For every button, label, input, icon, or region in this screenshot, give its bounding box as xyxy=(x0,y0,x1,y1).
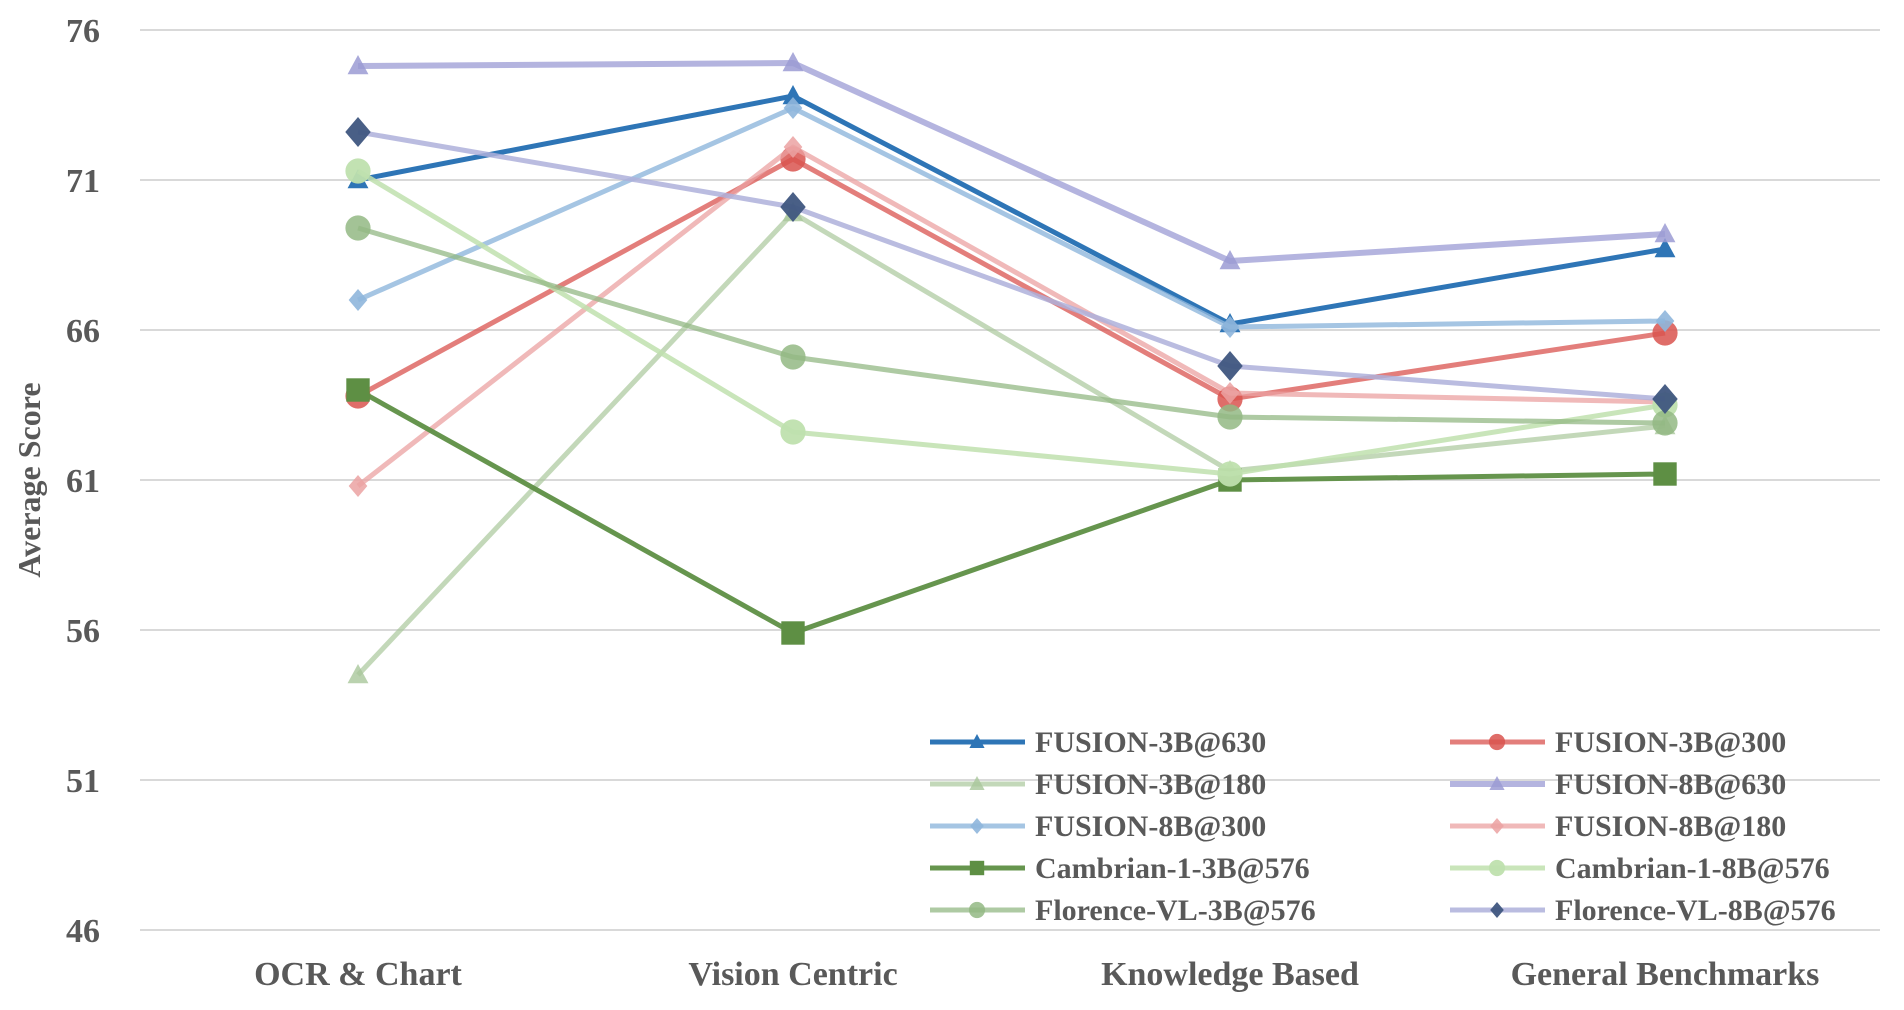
legend-item: FUSION-3B@180 xyxy=(930,768,1266,801)
series-line xyxy=(356,210,1666,677)
data-point xyxy=(345,117,371,147)
legend-item: FUSION-8B@630 xyxy=(1450,768,1786,801)
legend-label: Cambrian-1-3B@576 xyxy=(1035,852,1310,885)
data-point xyxy=(347,664,369,684)
x-category-label: Vision Centric xyxy=(688,956,897,993)
series-line xyxy=(356,168,1666,477)
y-tick-label: 61 xyxy=(66,463,100,500)
y-tick-label: 76 xyxy=(66,13,100,50)
data-point xyxy=(345,158,371,184)
legend-swatch-marker xyxy=(1488,733,1506,751)
legend-label: FUSION-8B@300 xyxy=(1035,810,1266,843)
y-tick-label: 46 xyxy=(66,913,100,950)
series-line xyxy=(357,60,1666,264)
legend-swatch-marker xyxy=(1490,902,1504,918)
x-category-label: OCR & Chart xyxy=(254,956,462,993)
y-tick-labels: 46 51 56 61 66 71 76 xyxy=(66,13,100,950)
y-tick-label: 56 xyxy=(66,613,100,650)
legend-label: FUSION-3B@180 xyxy=(1035,768,1266,801)
data-point xyxy=(1217,351,1243,381)
legend-item: Cambrian-1-3B@576 xyxy=(930,852,1310,885)
legend-swatch-marker xyxy=(969,860,985,876)
data-point xyxy=(1220,316,1240,338)
legend-swatch-marker xyxy=(1489,776,1505,790)
data-point xyxy=(780,344,806,370)
series-fusion-8b-630 xyxy=(347,52,1676,270)
series-cambrian-1-8b-576 xyxy=(345,158,1678,487)
data-point xyxy=(346,378,370,402)
data-point xyxy=(782,52,804,72)
data-point xyxy=(781,621,805,645)
legend-label: FUSION-8B@180 xyxy=(1555,810,1786,843)
legend-item: Florence-VL-3B@576 xyxy=(930,894,1316,927)
series-line xyxy=(357,225,1666,426)
legend-item: FUSION-3B@630 xyxy=(930,726,1266,759)
x-category-label: Knowledge Based xyxy=(1101,956,1359,993)
legend-item: FUSION-3B@300 xyxy=(1450,726,1786,759)
legend-label: FUSION-3B@630 xyxy=(1035,726,1266,759)
data-point xyxy=(780,192,806,222)
y-tick-label: 66 xyxy=(66,313,100,350)
series-line xyxy=(357,129,1666,402)
series-line xyxy=(356,105,1666,330)
data-point xyxy=(1655,310,1675,332)
legend-swatch-marker xyxy=(969,734,985,748)
data-point xyxy=(1654,238,1676,258)
legend: FUSION-3B@630 FUSION-3B@300 FUSION-3B@180 F… xyxy=(930,726,1836,927)
legend-label: FUSION-3B@300 xyxy=(1555,726,1786,759)
legend-swatch-marker xyxy=(969,776,985,790)
series-cambrian-1-3b-576 xyxy=(346,378,1677,645)
series-florence-vl-3b-576 xyxy=(345,215,1678,436)
legend-item: Cambrian-1-8B@576 xyxy=(1450,852,1830,885)
data-point xyxy=(345,215,371,241)
series-line xyxy=(356,144,1666,488)
data-point xyxy=(1652,384,1678,414)
data-point xyxy=(347,55,369,75)
series-lines xyxy=(345,52,1678,684)
data-point xyxy=(783,97,803,119)
data-point xyxy=(1654,223,1676,243)
series-fusion-8b-180 xyxy=(348,136,1675,497)
data-point xyxy=(1652,410,1678,436)
legend-label: Florence-VL-3B@576 xyxy=(1035,894,1316,927)
legend-item: FUSION-8B@180 xyxy=(1450,810,1786,843)
legend-swatch-marker xyxy=(1488,859,1506,877)
legend-label: FUSION-8B@630 xyxy=(1555,768,1786,801)
y-tick-label: 71 xyxy=(66,163,100,200)
y-axis-title: Average Score xyxy=(11,382,47,577)
data-point xyxy=(1653,462,1677,486)
data-point xyxy=(782,85,804,105)
legend-label: Cambrian-1-8B@576 xyxy=(1555,852,1830,885)
series-florence-vl-8b-576 xyxy=(345,117,1678,414)
x-category-label: General Benchmarks xyxy=(1511,956,1820,993)
legend-swatch-marker xyxy=(968,901,986,919)
series-line xyxy=(356,387,1666,636)
data-point xyxy=(780,419,806,445)
series-fusion-3b-180 xyxy=(347,202,1676,684)
legend-swatch-marker xyxy=(970,818,984,834)
data-point xyxy=(1217,404,1243,430)
data-point xyxy=(1652,320,1678,346)
data-point xyxy=(1220,382,1240,404)
data-point xyxy=(1217,461,1243,487)
data-point xyxy=(1219,250,1241,270)
legend-item: Florence-VL-8B@576 xyxy=(1450,894,1836,927)
y-tick-label: 51 xyxy=(66,763,100,800)
legend-swatch-marker xyxy=(1490,818,1504,834)
x-category-labels: OCR & Chart Vision Centric Knowledge Based… xyxy=(254,956,1819,993)
data-point xyxy=(783,136,803,158)
legend-item: FUSION-8B@300 xyxy=(930,810,1266,843)
gridlines xyxy=(140,29,1880,931)
legend-label: Florence-VL-8B@576 xyxy=(1555,894,1836,927)
series-line xyxy=(356,156,1666,402)
data-point xyxy=(348,475,368,497)
series-fusion-8b-300 xyxy=(348,97,1675,338)
series-line xyxy=(357,93,1666,327)
data-point xyxy=(348,289,368,311)
